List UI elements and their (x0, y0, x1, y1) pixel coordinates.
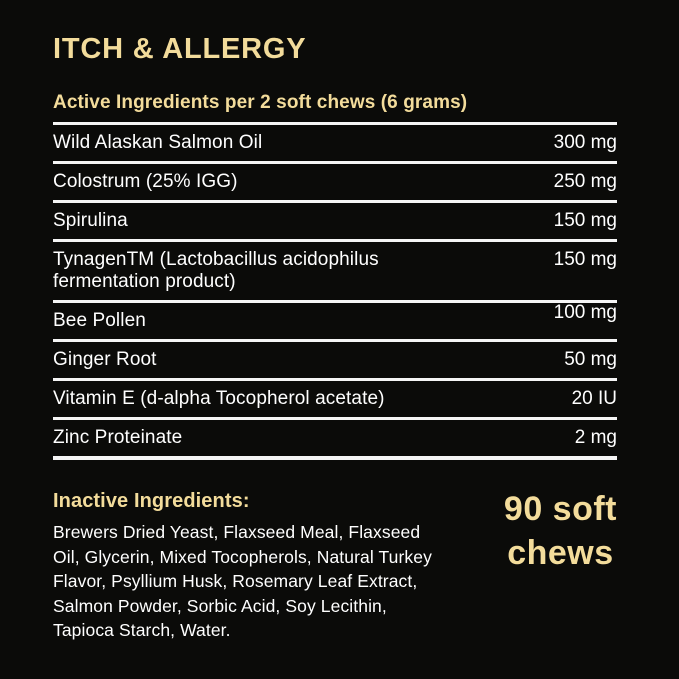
table-row: Zinc Proteinate 2 mg (53, 420, 617, 460)
ingredient-amount: 20 IU (571, 388, 617, 409)
ingredient-amount: 150 mg (553, 249, 617, 270)
table-row: TynagenTM (Lactobacillus acidophilus fer… (53, 242, 617, 303)
table-row: Spirulina 150 mg (53, 203, 617, 242)
inactive-line: Oil, Glycerin, Mixed Tocopherols, Natura… (53, 546, 432, 567)
inactive-ingredients-heading: Inactive Ingredients: (53, 490, 250, 512)
inactive-ingredients-block: Inactive Ingredients: Brewers Dried Yeas… (53, 489, 451, 643)
inactive-line: Tapioca Starch, Water. (53, 620, 231, 640)
ingredient-name: Colostrum (25% IGG) (53, 171, 238, 192)
inactive-line: Salmon Powder, Sorbic Acid, Soy Lecithin… (53, 595, 387, 616)
ingredient-amount: 50 mg (564, 349, 617, 370)
product-title: ITCH & ALLERGY (53, 33, 307, 65)
bottom-section: Inactive Ingredients: Brewers Dried Yeas… (53, 489, 617, 643)
ingredient-amount: 150 mg (553, 210, 617, 231)
table-row: Vitamin E (d-alpha Tocopherol acetate) 2… (53, 381, 617, 420)
chew-count: 90 soft chews (504, 487, 617, 575)
table-row: Ginger Root 50 mg (53, 342, 617, 381)
table-row: Colostrum (25% IGG) 250 mg (53, 164, 617, 203)
active-ingredients-table: Wild Alaskan Salmon Oil 300 mg Colostrum… (53, 122, 617, 460)
ingredient-name: Wild Alaskan Salmon Oil (53, 132, 263, 153)
ingredient-amount: 300 mg (553, 132, 617, 153)
chew-count-line: 90 soft (503, 490, 617, 528)
ingredient-name: Vitamin E (d-alpha Tocopherol acetate) (53, 388, 385, 409)
ingredient-amount: 2 mg (574, 427, 617, 448)
ingredient-name: Spirulina (53, 210, 128, 231)
table-row: Wild Alaskan Salmon Oil 300 mg (53, 125, 617, 164)
ingredient-name: Bee Pollen (53, 310, 146, 331)
ingredient-name: Ginger Root (53, 349, 157, 370)
inactive-line: Flavor, Psyllium Husk, Rosemary Leaf Ext… (53, 571, 418, 591)
chew-count-line: chews (507, 534, 614, 572)
ingredient-name: Zinc Proteinate (53, 427, 183, 448)
ingredient-name: TynagenTM (Lactobacillus acidophilus fer… (53, 249, 379, 292)
inactive-ingredients-text: Brewers Dried Yeast, Flaxseed Meal, Flax… (53, 520, 451, 643)
table-row: Bee Pollen 100 mg (53, 302, 617, 342)
active-ingredients-heading: Active Ingredients per 2 soft chews (6 g… (53, 92, 468, 113)
inactive-line: Brewers Dried Yeast, Flaxseed Meal, Flax… (53, 522, 421, 542)
ingredient-amount: 250 mg (553, 171, 617, 192)
ingredient-amount: 100 mg (553, 302, 617, 323)
